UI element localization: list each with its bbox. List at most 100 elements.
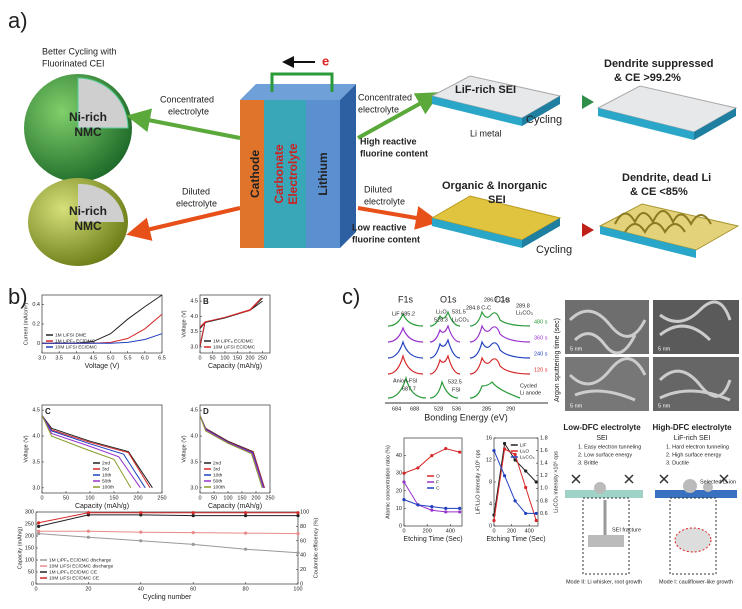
point: [534, 511, 538, 516]
label: Mode I: cauliflower-like growth: [659, 579, 733, 585]
label: 1. Easy electron tunneling: [578, 444, 641, 450]
point: [86, 535, 90, 539]
legend-label: 2nd: [213, 460, 221, 466]
tick-label: 40: [138, 586, 144, 592]
tick-label: 20: [85, 586, 91, 592]
axis-label: Capacity (mAh/g): [17, 527, 23, 570]
tick-label: 0: [489, 523, 492, 529]
arrow: [357, 206, 440, 230]
tick-label: 528: [434, 406, 443, 412]
series-line: [38, 530, 299, 535]
series-line: [38, 512, 298, 524]
cathode: [240, 100, 264, 248]
panel-label: b): [8, 284, 28, 309]
label: SEI: [488, 194, 506, 206]
label: 3. Ductile: [666, 460, 689, 466]
tick-label: 0: [198, 495, 201, 501]
mechanism: [565, 474, 737, 575]
tick-label: 4.0: [32, 434, 40, 440]
label: Concentrated: [358, 92, 412, 102]
tick-label: 8: [489, 479, 492, 485]
label: 2. High surface energy: [666, 452, 722, 458]
point: [430, 508, 434, 512]
series-line: [38, 533, 299, 554]
point: [416, 466, 420, 470]
tick-label: 3.5: [32, 459, 40, 465]
label: 528.3: [434, 317, 448, 323]
tick-label: 200: [25, 533, 34, 539]
label: 286.7 C-O: [484, 297, 510, 303]
tick-label: 300: [25, 509, 34, 515]
point: [191, 514, 195, 518]
legend-label: 10th: [213, 472, 223, 478]
plot-frame: [41, 404, 163, 494]
axis-label: Voltage (V): [23, 435, 29, 462]
label: F1s: [398, 294, 414, 304]
label: NMC: [74, 219, 102, 233]
tick-label: 10: [396, 506, 402, 512]
point: [524, 511, 528, 516]
tick-label: 20: [300, 567, 306, 573]
tick-label: 0.6: [540, 511, 548, 517]
label: 687.7: [402, 386, 416, 392]
label: Mode II: Li whisker, root growth: [566, 579, 642, 585]
label: 532.5: [448, 379, 462, 385]
tick-label: 150: [109, 495, 118, 501]
label: 3. Brittle: [578, 460, 598, 466]
axis-label: Current (mA/cm²): [23, 303, 29, 346]
label: Ni-rich: [69, 204, 107, 218]
legend-label: 2nd: [102, 460, 110, 466]
label: Diluted: [182, 186, 210, 196]
point: [37, 524, 41, 529]
panel-letter: B: [203, 297, 209, 306]
tick-label: 0.8: [540, 498, 548, 504]
point: [139, 511, 143, 515]
point: [244, 511, 248, 515]
spectra: [387, 310, 531, 399]
title: High-DFC electrolyte: [652, 423, 732, 432]
axis-label: Li₂CO₃ intensity ×10⁵ cps: [552, 451, 559, 513]
point: [244, 531, 248, 535]
tick-label: 400: [446, 528, 455, 534]
label: Cycling: [526, 114, 562, 126]
tick-label: 100: [25, 557, 34, 563]
legend-label: 50th: [213, 478, 223, 484]
legend-label: F: [436, 479, 439, 485]
tick-label: 400: [525, 528, 534, 534]
tick-label: 250: [157, 495, 166, 501]
point: [191, 511, 195, 515]
axis-label: Bonding Energy (eV): [424, 412, 508, 422]
axis-label: Argon sputtering time (sec): [554, 318, 561, 402]
tick-label: 80: [300, 524, 306, 530]
label: Li metal: [470, 128, 502, 138]
sem-images: [565, 300, 739, 411]
label: High reactive: [360, 136, 417, 146]
tick-label: 6.5: [158, 355, 166, 361]
lithium: [306, 100, 340, 248]
scale-bar: 5 nm: [658, 403, 671, 409]
legend-label: 1M LiPF₆ EC/DMC CE: [49, 569, 97, 575]
axis-label: LiF/Li₂O intensity ×10⁵ cps: [474, 449, 481, 514]
point: [502, 474, 507, 478]
scale-bar: 5 nm: [658, 346, 671, 352]
point: [416, 503, 420, 507]
tick-label: 50: [209, 355, 215, 361]
point: [492, 518, 496, 523]
label: 360 s: [534, 335, 548, 341]
legend-label: C: [436, 485, 440, 491]
tick-label: 250: [25, 521, 34, 527]
tick-label: 150: [237, 495, 246, 501]
tile-edge: [432, 218, 522, 248]
label: FSI: [452, 387, 461, 393]
tick-label: 0.4: [32, 302, 40, 308]
tick-label: 200: [423, 528, 432, 534]
label: Li₂CO₃: [452, 317, 469, 323]
label: Selected Li ion: [700, 479, 736, 485]
axis-label: Capacity (mAh/g): [75, 503, 129, 510]
tick-label: 3.5: [55, 355, 63, 361]
legend-label: 10M LiFSI EC/DMC discharge: [49, 563, 114, 569]
legend-label: 1M LiPF₆ EC/DMC: [213, 338, 254, 344]
panel-letter: C: [45, 407, 51, 416]
label: 2. Low surface energy: [578, 452, 632, 458]
point: [513, 452, 517, 457]
